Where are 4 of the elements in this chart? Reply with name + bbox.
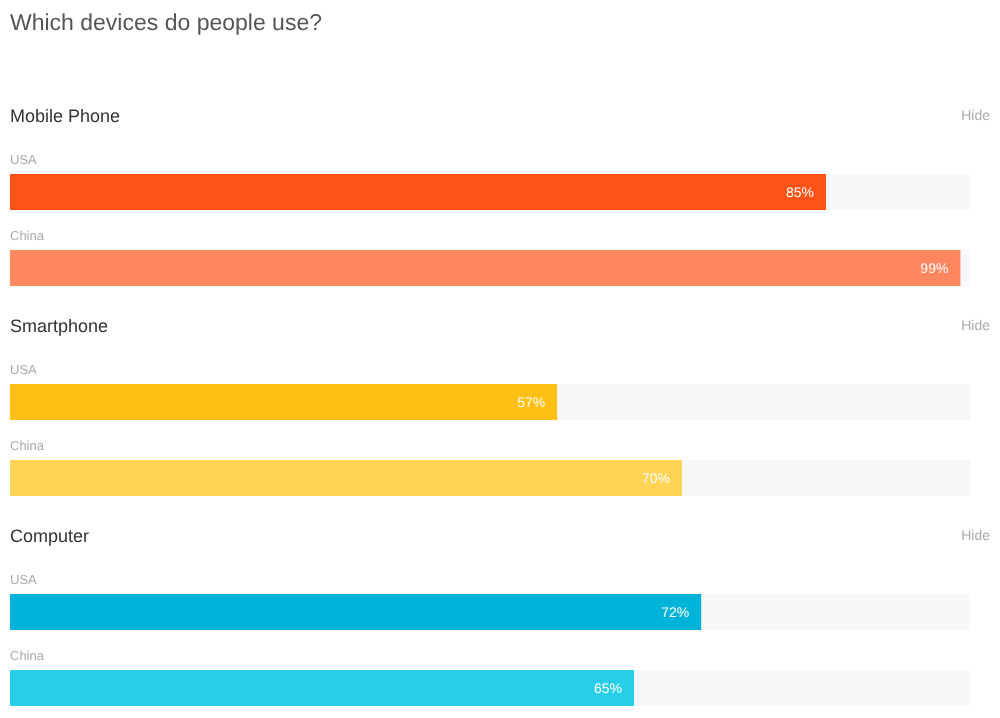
text: Which devices do people use? (10, 10, 324, 40)
chart-title: Smartphone (10, 316, 109, 336)
chart-title: Mobile Phone (10, 106, 121, 126)
chart-title: Computer (10, 526, 90, 546)
